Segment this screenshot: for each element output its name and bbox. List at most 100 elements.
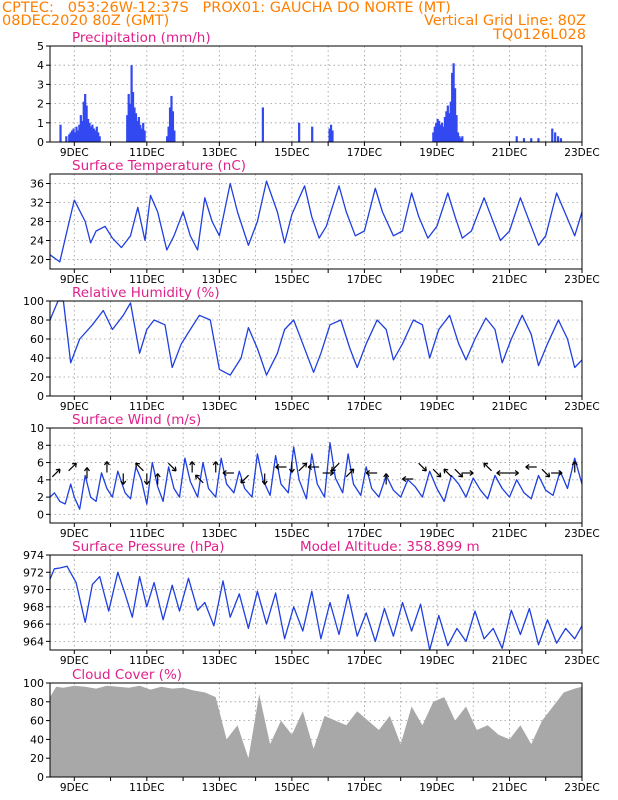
wind-arrow (261, 473, 268, 485)
precip-bar (75, 126, 78, 142)
series-line (49, 180, 583, 263)
precip-bar (81, 120, 84, 142)
panel-title: Precipitation (mm/h) (72, 30, 211, 46)
wind-arrow-head (443, 468, 449, 474)
wind-arrow-head (483, 462, 489, 468)
model-altitude-label: Model Altitude: 358.899 m (300, 539, 480, 555)
x-tick-label: 17DEC (347, 782, 382, 794)
precip-bar (95, 126, 98, 142)
wind-arrow-head (275, 464, 280, 470)
wind-arrow (483, 462, 492, 472)
x-tick-label: 15DEC (274, 274, 309, 286)
wind-arrow-head (288, 468, 295, 473)
x-tick-label: 17DEC (347, 147, 382, 159)
precip-bar (452, 63, 455, 142)
precip-bar (311, 126, 314, 142)
precip-bar (84, 94, 87, 142)
wind-arrow (402, 476, 414, 482)
precip-bar (433, 126, 436, 142)
plot-frame (49, 300, 583, 397)
plot-frame (49, 554, 583, 651)
precip-bar (440, 122, 444, 142)
x-tick-label: 13DEC (202, 782, 237, 794)
wind-arrow (275, 464, 287, 470)
precip-bar (328, 128, 331, 142)
x-tick-label: 21DEC (492, 528, 527, 540)
precip-bar (171, 111, 175, 142)
panel-title: Surface Wind (m/s) (72, 412, 201, 428)
series-line (49, 300, 583, 376)
x-tick-label: 13DEC (202, 655, 237, 667)
y-tick-label: 60 (30, 715, 44, 728)
y-tick-label: 10 (30, 422, 44, 435)
precip-bar (71, 130, 74, 142)
y-tick-label: 32 (30, 197, 44, 210)
precip-bar (170, 95, 173, 142)
wind-arrow-head (545, 472, 551, 478)
precip-bar (439, 124, 442, 142)
panel-6 (46, 682, 583, 781)
wind-arrow (103, 461, 110, 473)
wind-arrow-head (496, 470, 501, 476)
x-tick-label: 9DEC (60, 655, 89, 667)
y-tick-label: 20 (30, 254, 44, 267)
wind-arrow-head (143, 480, 150, 485)
wind-arrow-head (189, 461, 196, 466)
x-tick-label: 11DEC (129, 274, 164, 286)
wind-arrow-head (525, 464, 530, 470)
panel-3 (46, 300, 583, 400)
wind-arrow-shaft (454, 468, 463, 478)
panel-title: Surface Pressure (hPa) (72, 539, 225, 555)
x-tick-label: 23DEC (564, 655, 599, 667)
precip-bar (522, 138, 526, 142)
y-tick-label: 972 (23, 566, 44, 579)
precip-bar (133, 107, 136, 142)
wind-arrow (507, 470, 519, 476)
precip-bar (261, 107, 264, 142)
y-tick-label: 24 (30, 235, 44, 248)
y-tick-label: 0 (37, 390, 44, 403)
wind-arrow-head (240, 478, 246, 484)
x-tick-label: 23DEC (564, 528, 599, 540)
y-tick-label: 100 (23, 295, 44, 308)
precip-bar (167, 126, 170, 142)
x-tick-label: 19DEC (419, 655, 454, 667)
series-line (49, 565, 583, 651)
precip-bar (554, 132, 557, 142)
wind-arrow (240, 474, 250, 484)
precip-bar (448, 113, 451, 142)
precip-bar (453, 88, 457, 142)
y-tick-label: 40 (30, 733, 44, 746)
precip-bar (92, 128, 95, 142)
precip-bar (127, 94, 130, 142)
wind-arrow-head (307, 464, 312, 470)
precip-bar (456, 132, 460, 142)
y-tick-label: 3 (37, 78, 44, 91)
x-tick-label: 15DEC (274, 147, 309, 159)
y-tick-label: 36 (30, 178, 44, 191)
y-tick-label: 2 (37, 491, 44, 504)
wind-arrow (330, 462, 340, 472)
y-tick-label: 80 (30, 696, 44, 709)
y-tick-label: 28 (30, 216, 44, 229)
precip-bar (129, 103, 132, 142)
x-tick-label: 15DEC (274, 655, 309, 667)
panel-1 (46, 45, 583, 146)
wind-arrow-shaft (432, 468, 442, 478)
precip-bar (298, 122, 301, 142)
wind-arrow-head (436, 472, 442, 478)
vertical-grid-note: Vertical Grid Line: 80Z (423, 13, 586, 29)
wind-arrow-shaft (68, 462, 77, 472)
precip-bar (435, 122, 438, 142)
wind-arrow (194, 474, 204, 484)
precip-bar (455, 115, 458, 142)
wind-arrow-shaft (240, 474, 250, 484)
wind-arrow (541, 468, 551, 478)
precip-bar (173, 130, 176, 142)
precip-bar (442, 126, 445, 142)
plot-frame (49, 427, 583, 524)
precip-bar (461, 136, 464, 142)
wind-arrow-head (558, 470, 563, 476)
x-tick-label: 11DEC (129, 401, 164, 413)
